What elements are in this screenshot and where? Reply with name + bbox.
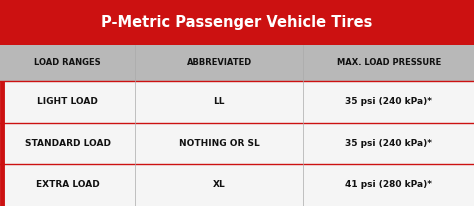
Text: XL: XL [213,180,226,190]
Text: 41 psi (280 kPa)*: 41 psi (280 kPa)* [345,180,432,190]
Text: 35 psi (240 kPa)*: 35 psi (240 kPa)* [345,97,432,106]
Text: STANDARD LOAD: STANDARD LOAD [25,139,110,148]
FancyBboxPatch shape [0,81,474,123]
Text: LL: LL [213,97,225,106]
Text: MAX. LOAD PRESSURE: MAX. LOAD PRESSURE [337,59,441,67]
FancyBboxPatch shape [0,0,474,45]
FancyBboxPatch shape [0,45,474,81]
FancyBboxPatch shape [0,123,474,164]
Text: NOTHING OR SL: NOTHING OR SL [179,139,260,148]
Text: P-Metric Passenger Vehicle Tires: P-Metric Passenger Vehicle Tires [101,15,373,30]
FancyBboxPatch shape [0,164,474,206]
Text: LIGHT LOAD: LIGHT LOAD [37,97,98,106]
Text: EXTRA LOAD: EXTRA LOAD [36,180,100,190]
Text: LOAD RANGES: LOAD RANGES [34,59,101,67]
Text: 35 psi (240 kPa)*: 35 psi (240 kPa)* [345,139,432,148]
Text: ABBREVIATED: ABBREVIATED [187,59,252,67]
